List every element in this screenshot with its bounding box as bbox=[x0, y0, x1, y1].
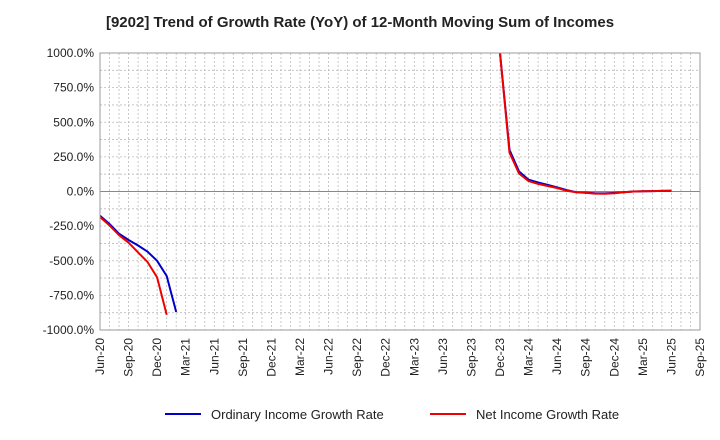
x-tick-label: Jun-20 bbox=[93, 338, 107, 375]
x-tick-label: Dec-21 bbox=[264, 338, 278, 377]
x-tick-label: Sep-23 bbox=[464, 338, 478, 377]
legend-label-ordinary-income: Ordinary Income Growth Rate bbox=[211, 406, 384, 422]
y-tick-label: 0.0% bbox=[67, 185, 95, 199]
legend-swatch-ordinary-income bbox=[165, 413, 201, 415]
x-tick-label: Dec-24 bbox=[607, 338, 621, 377]
y-tick-label: -500.0% bbox=[49, 254, 94, 268]
x-tick-label: Jun-25 bbox=[664, 338, 678, 375]
x-tick-label: Mar-23 bbox=[407, 338, 421, 376]
x-tick-label: Sep-22 bbox=[350, 338, 364, 377]
legend-item-net-income: Net Income Growth Rate bbox=[430, 404, 619, 424]
x-tick-label: Mar-25 bbox=[636, 338, 650, 376]
y-tick-label: 1000.0% bbox=[47, 46, 95, 60]
x-tick-label: Sep-24 bbox=[579, 338, 593, 377]
x-tick-label: Mar-24 bbox=[522, 338, 536, 376]
legend-swatch-net-income bbox=[430, 413, 466, 415]
series-layer bbox=[100, 53, 672, 316]
y-tick-label: -1000.0% bbox=[43, 323, 95, 337]
x-tick-label: Dec-22 bbox=[379, 338, 393, 377]
x-tick-label: Dec-23 bbox=[493, 338, 507, 377]
x-tick-label: Sep-25 bbox=[693, 338, 707, 377]
legend-item-ordinary-income: Ordinary Income Growth Rate bbox=[165, 404, 384, 424]
y-tick-label: -750.0% bbox=[49, 288, 94, 302]
x-axis-tick-labels: Jun-20 Sep-20 Dec-20 Mar-21 Jun-21 Sep-21 Dec-… bbox=[93, 338, 707, 377]
y-tick-label: 500.0% bbox=[53, 115, 94, 129]
y-tick-label: 250.0% bbox=[53, 150, 94, 164]
y-axis-tick-labels: 1000.0% 750.0% 500.0% 250.0% 0.0% -250.0% -500… bbox=[43, 46, 95, 337]
x-tick-label: Jun-23 bbox=[436, 338, 450, 375]
grid-layer bbox=[99, 52, 701, 331]
series-line-net-income bbox=[100, 216, 168, 316]
x-tick-label: Jun-22 bbox=[322, 338, 336, 375]
x-tick-label: Jun-24 bbox=[550, 338, 564, 375]
x-tick-label: Sep-21 bbox=[236, 338, 250, 377]
x-tick-label: Mar-22 bbox=[293, 338, 307, 376]
x-tick-label: Sep-20 bbox=[122, 338, 136, 377]
legend: Ordinary Income Growth Rate Net Income G… bbox=[0, 404, 720, 424]
chart-title: [9202] Trend of Growth Rate (YoY) of 12-… bbox=[105, 14, 615, 31]
x-tick-label: Mar-21 bbox=[179, 338, 193, 376]
x-tick-label: Dec-20 bbox=[150, 338, 164, 377]
y-tick-label: 750.0% bbox=[53, 81, 94, 95]
plot-frame bbox=[99, 52, 701, 331]
series-line-net-income bbox=[499, 53, 672, 195]
y-tick-label: -250.0% bbox=[49, 219, 94, 233]
legend-label-net-income: Net Income Growth Rate bbox=[476, 406, 620, 422]
x-tick-label: Jun-21 bbox=[207, 338, 221, 375]
